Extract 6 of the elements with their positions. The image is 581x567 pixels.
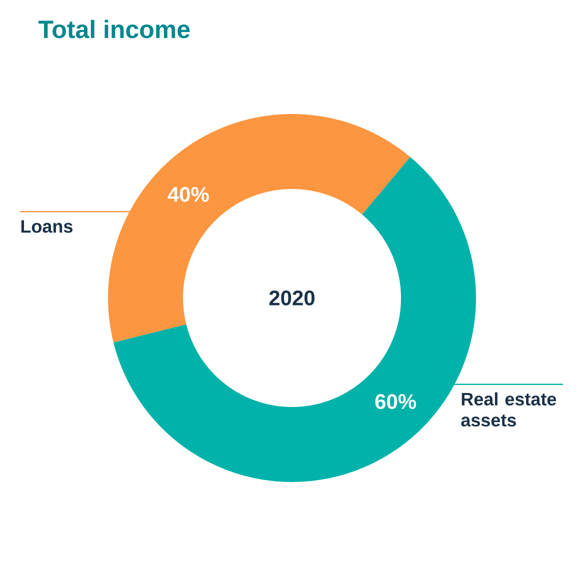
data-label: 60%: [375, 394, 416, 410]
text: 2020: [269, 290, 314, 306]
data-label: 40%: [168, 186, 209, 202]
chart-title: Total income: [38, 20, 190, 38]
slice-label: Real estate assets: [461, 392, 556, 427]
slice-label: Loans: [21, 220, 72, 233]
